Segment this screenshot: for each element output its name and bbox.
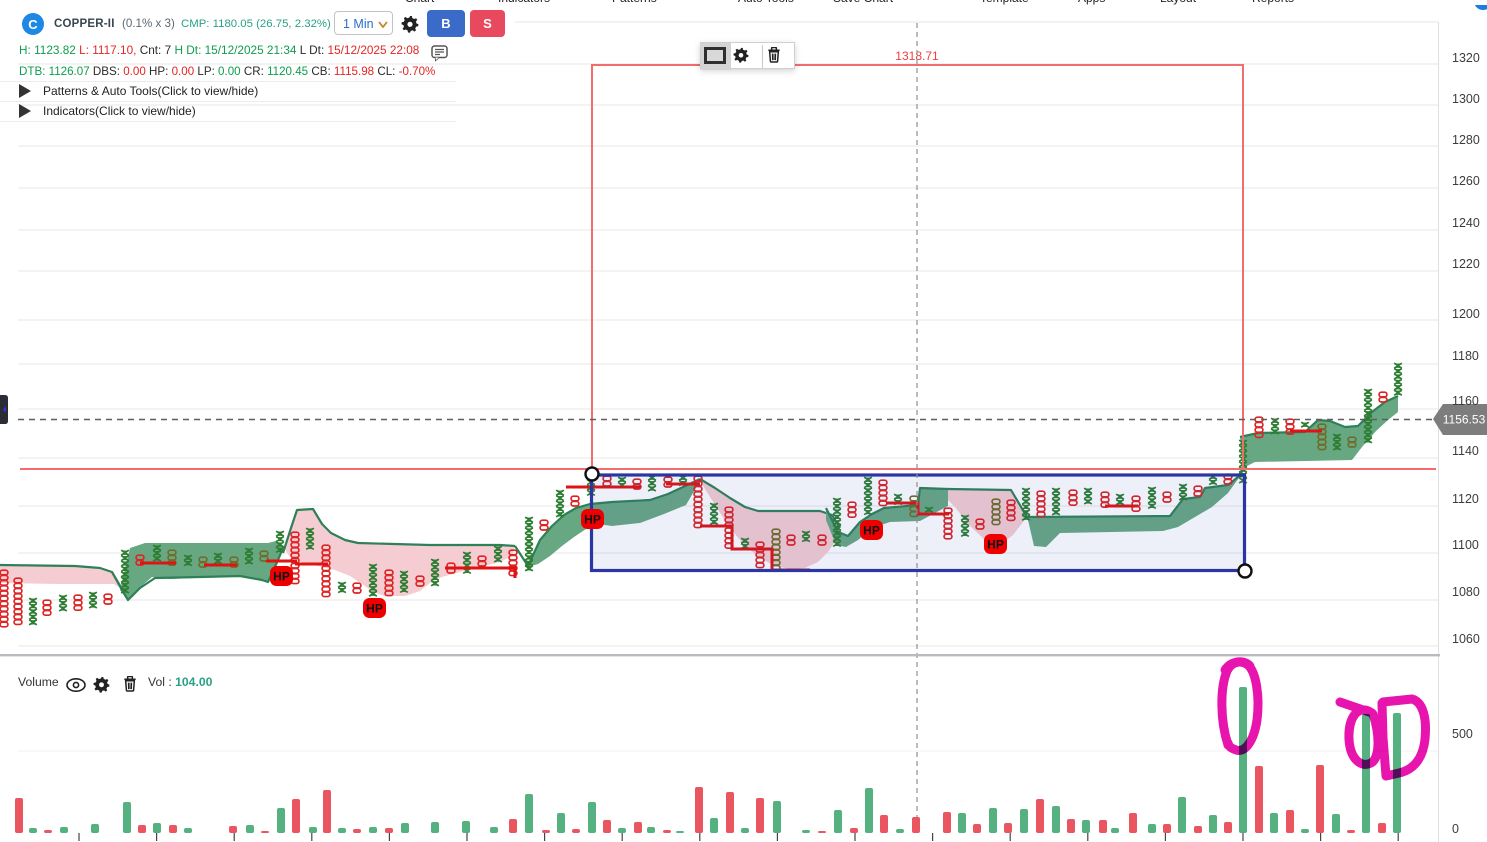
svg-text:HP: HP	[987, 538, 1004, 552]
svg-text:HP: HP	[366, 602, 383, 616]
svg-text:HP: HP	[273, 570, 290, 584]
svg-text:HP: HP	[584, 513, 601, 527]
svg-text:1318.71: 1318.71	[895, 49, 939, 63]
svg-text:HP: HP	[863, 524, 880, 538]
svg-text:1156.53: 1156.53	[1443, 413, 1486, 427]
